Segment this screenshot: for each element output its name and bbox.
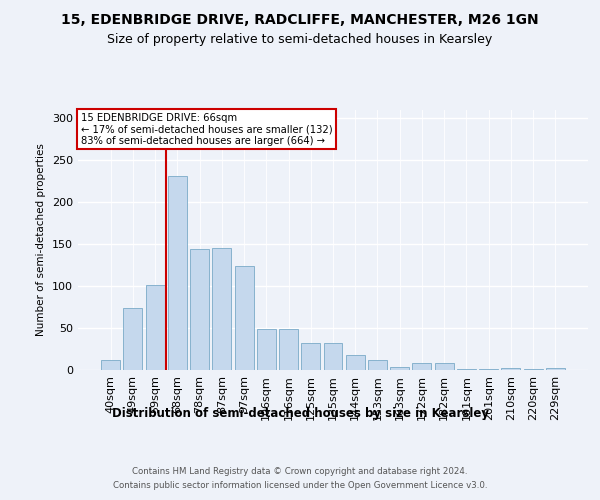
Text: Contains HM Land Registry data © Crown copyright and database right 2024.: Contains HM Land Registry data © Crown c… [132,468,468,476]
Bar [346,355,365,370]
Bar [457,369,476,370]
Bar [168,176,187,370]
Bar [146,286,164,370]
Bar [235,266,254,370]
Bar [212,248,231,370]
Y-axis label: Number of semi-detached properties: Number of semi-detached properties [37,144,46,336]
Text: 15, EDENBRIDGE DRIVE, RADCLIFFE, MANCHESTER, M26 1GN: 15, EDENBRIDGE DRIVE, RADCLIFFE, MANCHES… [61,12,539,26]
Bar [412,364,431,370]
Text: Size of property relative to semi-detached houses in Kearsley: Size of property relative to semi-detach… [107,32,493,46]
Bar [390,368,409,370]
Bar [435,364,454,370]
Bar [479,369,498,370]
Bar [257,329,276,370]
Bar [368,360,387,370]
Text: 15 EDENBRIDGE DRIVE: 66sqm
← 17% of semi-detached houses are smaller (132)
83% o: 15 EDENBRIDGE DRIVE: 66sqm ← 17% of semi… [80,112,332,146]
Bar [546,368,565,370]
Bar [524,369,542,370]
Bar [101,360,120,370]
Bar [301,343,320,370]
Bar [323,343,343,370]
Bar [124,308,142,370]
Text: Contains public sector information licensed under the Open Government Licence v3: Contains public sector information licen… [113,481,487,490]
Bar [279,329,298,370]
Bar [190,249,209,370]
Text: Distribution of semi-detached houses by size in Kearsley: Distribution of semi-detached houses by … [112,408,488,420]
Bar [502,368,520,370]
